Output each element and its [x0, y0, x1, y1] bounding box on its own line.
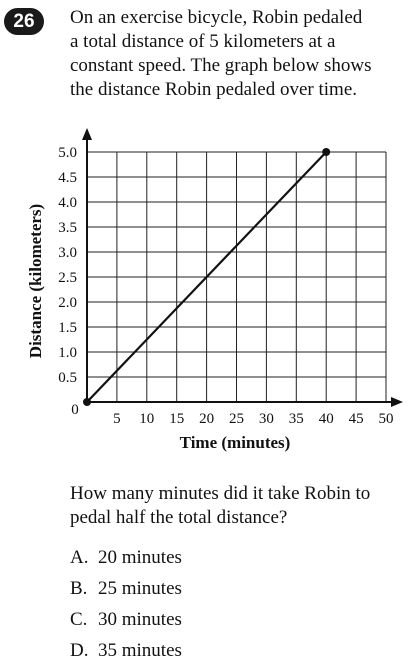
stem-line: a total distance of 5 kilometers at a	[70, 31, 336, 52]
choice-text: 35 minutes	[98, 640, 182, 661]
y-tick-label: 4.5	[58, 170, 77, 186]
tick-labels: 5 10 15 20 25 30 35 40 45 50 0.5 1.0 1.5 2.0 2.5 3.0 3.5…	[58, 145, 393, 427]
y-tick-label: 4.0	[58, 195, 77, 211]
grid-lines	[87, 151, 387, 402]
choice-letter: A.	[70, 547, 89, 568]
origin-label: 0	[71, 402, 79, 418]
y-tick-label: 0.5	[58, 370, 77, 386]
choice-text: 20 minutes	[98, 547, 182, 568]
y-axis-title: Distance (kilometers)	[26, 204, 45, 358]
question-line: How many minutes did it take Robin to	[70, 483, 371, 504]
distance-time-graph: 5 10 15 20 25 30 35 40 45 50 0.5 1.0 1.5 2.0 2.5 3.0 3.5…	[26, 128, 403, 452]
choice-letter: C.	[70, 609, 88, 630]
choice-b[interactable]: B. 25 minutes	[70, 577, 182, 608]
x-tick-label: 45	[349, 411, 364, 427]
x-axis-title: Time (minutes)	[180, 433, 291, 452]
stem-line: On an exercise bicycle, Robin pedaled	[70, 7, 363, 28]
x-axis-arrow	[391, 397, 403, 407]
axes	[82, 128, 403, 407]
data-series	[83, 148, 331, 406]
question-number-badge: 26	[4, 8, 44, 35]
y-tick-label: 2.5	[58, 270, 77, 286]
y-tick-label: 3.5	[58, 220, 77, 236]
question-line: pedal half the total distance?	[70, 507, 288, 528]
choice-c[interactable]: C. 30 minutes	[70, 608, 182, 639]
series-line	[86, 151, 327, 403]
x-tick-label: 35	[289, 411, 304, 427]
y-tick-label: 1.0	[58, 345, 77, 361]
x-tick-label: 10	[139, 411, 154, 427]
x-tick-label: 25	[229, 411, 244, 427]
y-tick-label: 2.0	[58, 295, 77, 311]
question-stem: On an exercise bicycle, Robin pedaled a …	[70, 6, 406, 102]
question-prompt: How many minutes did it take Robin to pe…	[70, 482, 406, 530]
stem-line: constant speed. The graph below shows	[70, 55, 372, 76]
data-point	[83, 398, 91, 406]
x-tick-label: 15	[169, 411, 184, 427]
choice-text: 25 minutes	[98, 578, 182, 599]
data-point	[322, 148, 331, 156]
choice-a[interactable]: A. 20 minutes	[70, 546, 182, 577]
x-tick-label: 20	[199, 411, 214, 427]
choice-d[interactable]: D. 35 minutes	[70, 639, 182, 670]
choice-letter: B.	[70, 578, 88, 599]
x-tick-label: 50	[379, 411, 394, 427]
x-tick-label: 5	[113, 411, 121, 427]
choice-text: 30 minutes	[98, 609, 182, 630]
y-tick-label: 3.0	[58, 245, 77, 261]
answer-choices: A. 20 minutes B. 25 minutes C. 30 minutes D…	[70, 546, 182, 670]
y-tick-label: 1.5	[58, 320, 77, 336]
x-tick-label: 30	[259, 411, 274, 427]
x-tick-label: 40	[319, 411, 334, 427]
y-tick-label: 5.0	[58, 145, 77, 161]
choice-letter: D.	[70, 640, 89, 661]
y-axis-arrow	[82, 128, 92, 140]
stem-line: the distance Robin pedaled over time.	[70, 79, 358, 100]
